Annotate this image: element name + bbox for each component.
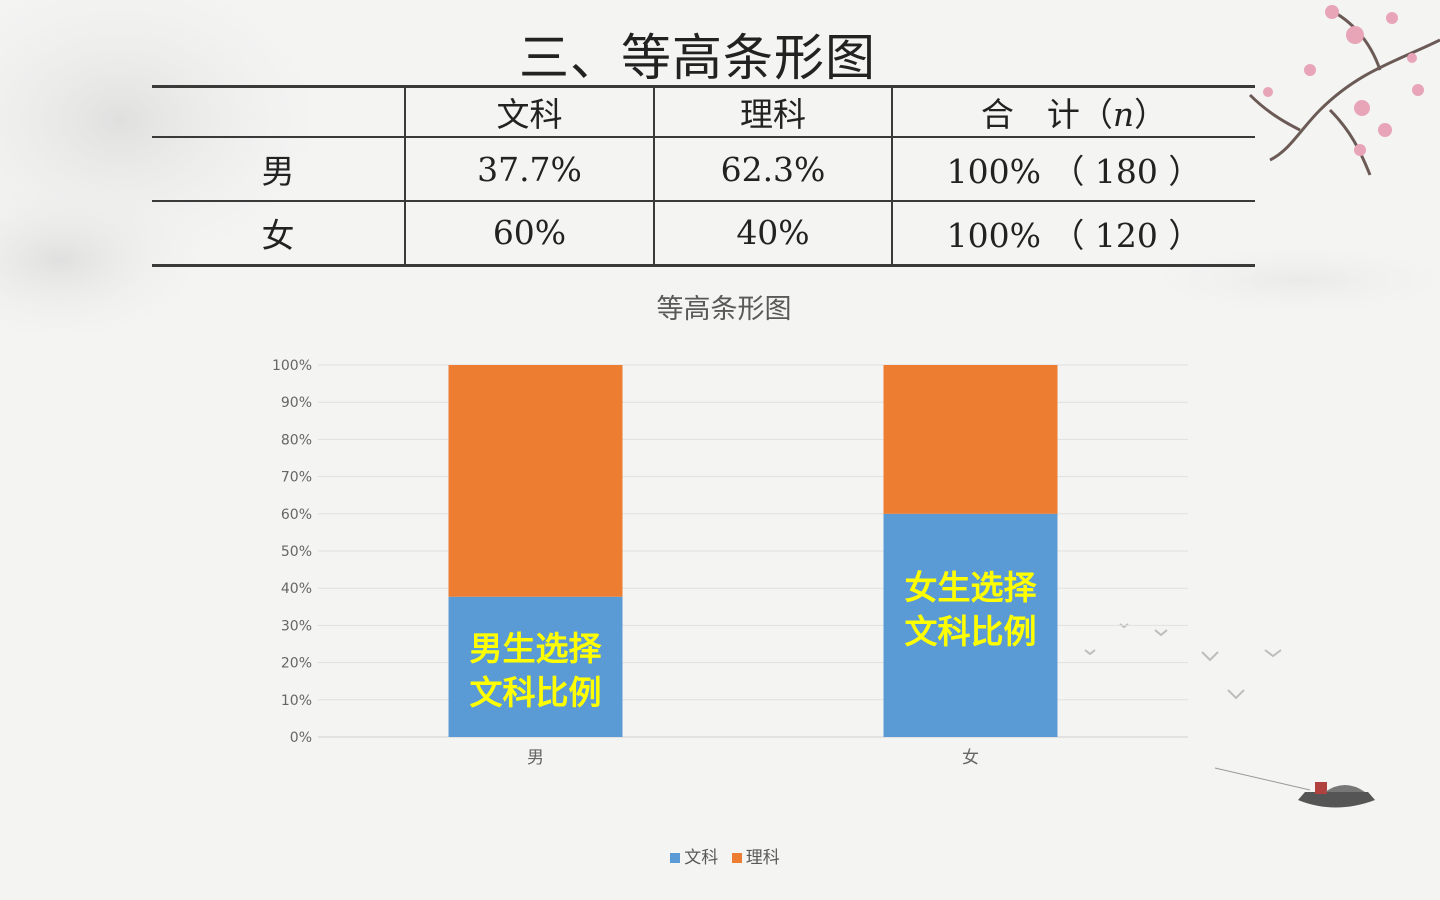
y-tick-label: 70% xyxy=(281,470,312,486)
page-title: 三、等高条形图 xyxy=(519,29,876,87)
table-row: 男 37.7% 62.3% 100% （ 180 ） xyxy=(152,137,1255,202)
bar-annotation-line: 男生选择 xyxy=(469,628,602,668)
table-header-empty xyxy=(152,86,405,138)
bar-segment-男-理科 xyxy=(448,365,623,597)
chart-legend: 文科 理科 xyxy=(0,843,1440,868)
table-header-total: 合 计（n） xyxy=(891,86,1255,138)
legend-swatch-like xyxy=(731,853,742,863)
table-header-wenke: 文科 xyxy=(404,86,654,138)
x-tick-label: 男 xyxy=(527,748,544,768)
legend-label-like: 理科 xyxy=(745,848,780,868)
y-tick-label: 90% xyxy=(281,395,312,411)
y-tick-label: 20% xyxy=(281,656,312,672)
y-tick-label: 0% xyxy=(290,730,312,746)
bar-segment-女-理科 xyxy=(883,365,1058,514)
cell-male-wenke: 37.7% xyxy=(404,137,654,202)
x-tick-label: 女 xyxy=(962,748,979,768)
legend-swatch-wenke xyxy=(670,853,681,863)
bar-segment-男-文科 xyxy=(448,596,623,737)
bar-annotation-line: 文科比例 xyxy=(469,672,602,712)
y-tick-label: 60% xyxy=(281,507,312,523)
y-tick-label: 40% xyxy=(281,581,312,597)
row-label-male: 男 xyxy=(152,137,405,202)
y-tick-label: 50% xyxy=(281,544,312,560)
table-header-total-label: 合 计（ xyxy=(980,95,1113,134)
row-label-female: 女 xyxy=(152,201,405,267)
contingency-table: 文科 理科 合 计（n） 男 37.7% 62.3% 100% （ 180 ） … xyxy=(152,85,1255,267)
legend-item-wenke[interactable]: 文科 xyxy=(670,843,718,868)
table-header-like: 理科 xyxy=(653,86,892,138)
y-tick-label: 30% xyxy=(281,618,312,634)
y-tick-label: 10% xyxy=(281,693,312,709)
legend-item-like[interactable]: 理科 xyxy=(731,843,780,868)
cell-female-wenke: 60% xyxy=(404,201,654,267)
cell-male-like: 62.3% xyxy=(653,137,892,202)
bar-annotation-line: 文科比例 xyxy=(904,612,1037,652)
plum-blossom-icon xyxy=(1263,5,1424,156)
chart-title: 等高条形图 xyxy=(656,294,792,325)
table-row: 女 60% 40% 100% （ 120 ） xyxy=(152,201,1255,267)
cell-female-like: 40% xyxy=(653,201,892,267)
table-header-n: n xyxy=(1112,95,1135,134)
bar-annotation-女: 女生选择 文科比例 xyxy=(884,566,1058,654)
fishing-boat-icon xyxy=(1214,767,1375,808)
table-header-row: 文科 理科 合 计（n） xyxy=(152,86,1255,138)
bar-annotation-line: 女生选择 xyxy=(904,568,1037,608)
table-header-total-close: ） xyxy=(1134,95,1168,134)
y-tick-label: 100% xyxy=(272,358,312,374)
cell-male-total: 100% （ 180 ） xyxy=(891,137,1255,202)
y-tick-label: 80% xyxy=(281,432,312,448)
bar-segment-女-文科 xyxy=(883,513,1058,737)
cell-female-total: 100% （ 120 ） xyxy=(891,201,1255,267)
legend-label-wenke: 文科 xyxy=(684,848,719,868)
bar-annotation-男: 男生选择 文科比例 xyxy=(449,627,623,715)
flying-birds-icon xyxy=(1084,623,1282,700)
